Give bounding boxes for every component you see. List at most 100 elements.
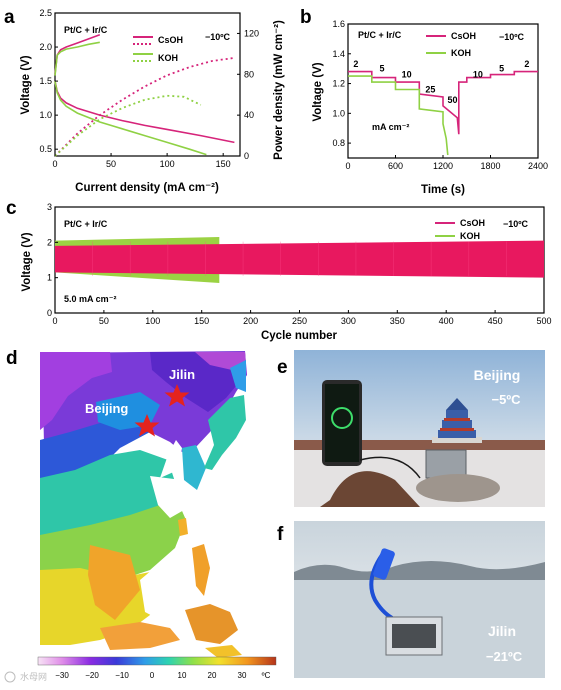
- x-tick-label-b: 1800: [480, 161, 500, 171]
- y2-tick-label-a: 40: [244, 110, 254, 120]
- photo-beijing: e Beijing −5ºC: [277, 350, 545, 507]
- x-tick-label-c: 350: [390, 316, 405, 326]
- y-tick-label-a: 0.5: [39, 144, 52, 154]
- plot-frame-b: [347, 23, 539, 159]
- temperature-map: d: [4, 348, 277, 683]
- x-tick-label-a: 50: [106, 159, 116, 169]
- xlabel-c: Cycle number: [261, 330, 338, 342]
- unit-note-b: mA cm⁻²: [372, 122, 409, 132]
- colorbar-tick-label: 0: [150, 671, 155, 680]
- current-step-label: 10: [402, 70, 412, 80]
- city-label-jilin: Jilin: [169, 367, 195, 382]
- current-step-label: 5: [380, 64, 385, 74]
- current-step-label: 25: [425, 84, 435, 94]
- battery-box-icon: [425, 449, 467, 479]
- series-koh-charge-a: [54, 41, 100, 76]
- legend-label-csoh-b: CsOH: [451, 31, 476, 41]
- series-koh-discharge-a: [54, 80, 207, 156]
- panel-letter-f: f: [277, 524, 284, 545]
- x-tick-label-c: 0: [52, 316, 57, 326]
- charging-ring-icon: [331, 407, 353, 429]
- series-koh-b: [348, 75, 449, 156]
- annotation-c: Pt/C + Ir/C: [64, 219, 108, 229]
- x-tick-label-c: 50: [99, 316, 109, 326]
- series-koh-power-a: [54, 94, 202, 157]
- legend-label-koh-c: KOH: [460, 231, 480, 241]
- y-tick-label-b: 1.6: [332, 19, 345, 29]
- x-tick-label-c: 400: [439, 316, 454, 326]
- x-tick-label-b: 2400: [528, 161, 548, 171]
- photo-jilin: f Jilin −21ºC: [277, 521, 545, 678]
- ylabel-b: Voltage (V): [312, 62, 324, 121]
- beijing-star-icon: [134, 414, 160, 437]
- y-tick-label-c: 2: [47, 237, 52, 247]
- colorbar-unit: ºC: [262, 671, 271, 680]
- panel-letter-b: b: [300, 7, 312, 28]
- chart-a: a 0 50 100 150 0.5 1.0 1.5 2.0 2.5 0 40 80 120 Pt/C …: [4, 7, 285, 194]
- series-csoh-power-a: [54, 57, 235, 157]
- x-tick-label-a: 100: [160, 159, 175, 169]
- temperature-a: −10ºC: [205, 32, 231, 42]
- y-tick-label-b: 1.0: [332, 108, 345, 118]
- x-tick-label-c: 450: [488, 316, 503, 326]
- photo-f-mountains: [294, 561, 545, 582]
- temperature-c: −10ºC: [503, 219, 529, 229]
- watermark-logo-icon: [4, 671, 16, 683]
- x-tick-label-b: 1200: [433, 161, 453, 171]
- x-tick-label-b: 0: [345, 161, 350, 171]
- x-tick-label-c: 150: [194, 316, 209, 326]
- rate-label-c: 5.0 mA cm⁻²: [64, 294, 116, 304]
- current-step-label: 2: [524, 59, 529, 69]
- colorbar-tick-label: −10: [115, 671, 129, 680]
- y-tick-label-a: 2.5: [39, 8, 52, 18]
- photo-f-temp: −21ºC: [486, 649, 523, 664]
- y-tick-label-c: 3: [47, 202, 52, 212]
- y2label-a: Power density (mW cm⁻²): [273, 20, 285, 160]
- x-tick-label-c: 500: [536, 316, 551, 326]
- photo-f-place: Jilin: [488, 623, 516, 639]
- y-tick-label-a: 1.5: [39, 76, 52, 86]
- current-step-label: 50: [447, 95, 457, 105]
- x-tick-label-a: 150: [216, 159, 231, 169]
- current-step-label: 2: [353, 59, 358, 69]
- lamp-head-icon: [373, 548, 395, 580]
- panel-letter-d: d: [6, 348, 18, 369]
- colorbar-tick-label: 10: [178, 671, 187, 680]
- y2-tick-label-a: 0: [244, 151, 249, 161]
- watermark-text: 水母网: [20, 671, 47, 682]
- colorbar-tick-label: 20: [208, 671, 217, 680]
- y2-tick-label-a: 80: [244, 69, 254, 79]
- temple-icon: [432, 398, 482, 443]
- panel-letter-e: e: [277, 357, 288, 378]
- legend-label-csoh-a: CsOH: [158, 35, 183, 45]
- cable: [359, 456, 421, 479]
- ylabel-a: Voltage (V): [20, 55, 32, 114]
- photo-e-wall: [294, 440, 545, 450]
- colorbar-tick-label: −20: [85, 671, 99, 680]
- xlabel-b: Time (s): [421, 184, 465, 196]
- temperature-b: −10ºC: [499, 32, 525, 42]
- usb-lamp-icon: [369, 553, 394, 620]
- colorbar-tick-label: 30: [238, 671, 247, 680]
- series-csoh-b: [348, 70, 538, 135]
- photo-e-stone: [416, 474, 500, 502]
- series-csoh-charge-a: [54, 34, 101, 75]
- city-label-beijing: Beijing: [85, 401, 128, 416]
- map-image: [40, 351, 247, 658]
- y-tick-label-b: 0.8: [332, 138, 345, 148]
- photo-e-hand: [320, 471, 420, 507]
- ylabel-c: Voltage (V): [21, 232, 33, 291]
- colorbar: [37, 656, 277, 666]
- watermark: 水母网: [4, 671, 47, 683]
- current-step-label: 5: [499, 64, 504, 74]
- x-tick-label-c: 100: [145, 316, 160, 326]
- legend-label-csoh-c: CsOH: [460, 218, 485, 228]
- x-tick-label-c: 250: [292, 316, 307, 326]
- annotation-b: Pt/C + Ir/C: [358, 30, 402, 40]
- panel-letter-a: a: [4, 7, 15, 28]
- y-tick-label-c: 1: [47, 273, 52, 283]
- y-tick-label-a: 1.0: [39, 110, 52, 120]
- x-tick-label-a: 0: [52, 159, 57, 169]
- x-tick-label-c: 300: [341, 316, 356, 326]
